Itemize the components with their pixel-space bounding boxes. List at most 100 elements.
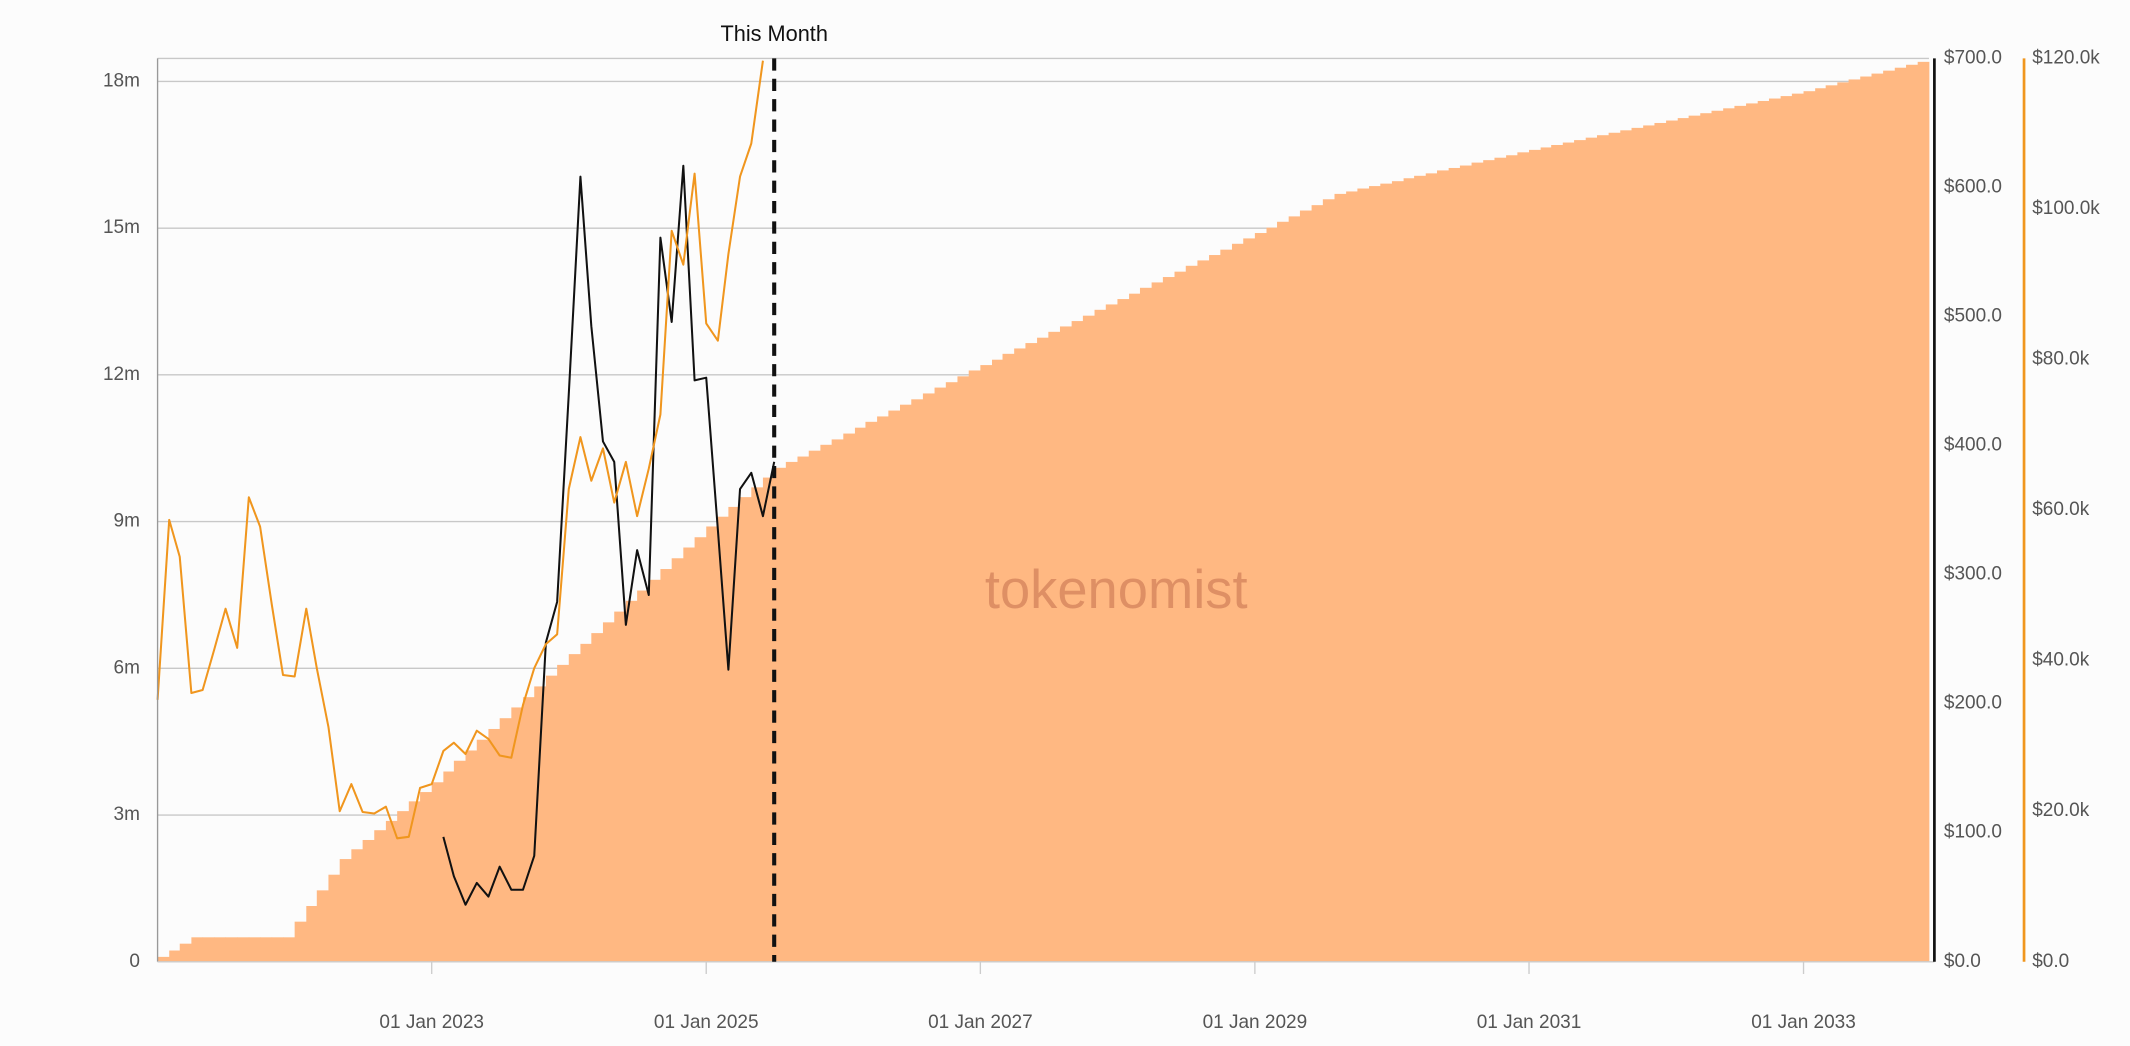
y2-tick-label: $500.0	[1944, 306, 2002, 327]
area-step	[740, 497, 752, 962]
area-step	[957, 376, 970, 962]
area-step	[1117, 299, 1130, 962]
area-step	[648, 579, 661, 962]
area-step	[1837, 82, 1849, 962]
area-step	[625, 600, 638, 962]
area-step	[1288, 216, 1301, 962]
area-step	[591, 633, 604, 962]
area-step	[1848, 79, 1861, 962]
x-tick-label: 01 Jan 2023	[379, 1012, 484, 1033]
area-step	[1666, 120, 1679, 962]
watermark-text: tokenomist	[985, 559, 1248, 620]
area-step	[476, 739, 489, 962]
area-step	[694, 537, 707, 962]
y-tick-label: 9m	[114, 511, 140, 532]
area-step	[671, 558, 684, 962]
area-step	[534, 686, 547, 962]
y-tick-label: 3m	[114, 804, 140, 825]
area-step	[568, 654, 581, 962]
area-step	[1917, 61, 1930, 962]
y2-tick-label: $700.0	[1944, 47, 2002, 68]
area-step	[522, 697, 535, 962]
area-step	[1596, 135, 1610, 962]
area-step	[580, 643, 592, 962]
area-step	[1369, 186, 1381, 962]
area-step	[1299, 210, 1312, 962]
y2-tick-label: $600.0	[1944, 176, 2002, 197]
area-step	[683, 547, 695, 962]
area-step	[1403, 178, 1415, 962]
area-step	[1014, 348, 1026, 962]
y2-tick-label: $300.0	[1944, 564, 2002, 585]
area-step	[1631, 127, 1644, 962]
y3-tick-label: $0.0	[2032, 951, 2069, 972]
area-step	[1768, 98, 1782, 962]
area-step	[1494, 157, 1507, 962]
area-step	[1506, 155, 1518, 962]
y3-tick-label: $120.0k	[2032, 47, 2100, 68]
area-step	[1700, 113, 1712, 962]
line-series	[442, 164, 776, 906]
area-step	[1734, 105, 1747, 962]
area-step	[283, 937, 296, 962]
area-step	[1357, 188, 1370, 962]
area-step	[328, 874, 341, 962]
area-step	[1746, 103, 1759, 962]
annotation-label: This Month	[720, 21, 827, 46]
y-tick-label: 18m	[103, 70, 140, 91]
area-step	[1059, 326, 1073, 962]
area-step	[968, 370, 981, 962]
area-step	[1209, 255, 1221, 962]
line-series	[156, 60, 764, 840]
area-step	[1151, 282, 1164, 962]
area-step	[911, 399, 924, 962]
y-tick-label: 6m	[114, 657, 140, 678]
y3-tick-label: $80.0k	[2032, 349, 2090, 370]
area-step	[865, 421, 878, 962]
area-step	[717, 516, 729, 962]
area-step	[877, 416, 889, 962]
y3-tick-label: $60.0k	[2032, 499, 2090, 520]
area-step	[1025, 343, 1038, 962]
area-step	[420, 792, 433, 962]
area-step	[1185, 265, 1198, 962]
area-step	[762, 477, 775, 962]
area-step	[157, 956, 170, 962]
area-step	[397, 811, 410, 962]
area-step	[1425, 173, 1438, 962]
area-step	[408, 801, 421, 962]
area-step	[1037, 337, 1049, 962]
area-step	[1334, 193, 1347, 962]
area-step	[294, 921, 307, 962]
area-step	[1711, 110, 1724, 962]
area-step	[1471, 162, 1484, 962]
area-step	[843, 433, 856, 962]
area-step	[1082, 315, 1095, 962]
area-step	[1803, 91, 1816, 962]
area-step	[362, 839, 375, 962]
area-step	[1883, 70, 1896, 962]
area-step	[1540, 147, 1552, 962]
area-step	[248, 937, 261, 962]
area-step	[1243, 238, 1256, 962]
area-step	[820, 444, 833, 962]
y3-tick-label: $100.0k	[2032, 198, 2100, 219]
area-step	[774, 467, 787, 962]
area-step	[1231, 243, 1244, 962]
area-step	[488, 728, 501, 962]
area-step	[706, 526, 719, 962]
area-step	[202, 937, 215, 962]
area-series	[157, 61, 1930, 962]
area-step	[660, 569, 673, 962]
area-step	[1723, 108, 1735, 962]
area-step	[1322, 199, 1335, 962]
area-step	[992, 359, 1003, 962]
y2-tick-label: $0.0	[1944, 951, 1981, 972]
area-step	[1437, 170, 1450, 962]
area-step	[1860, 76, 1872, 962]
area-step	[1174, 271, 1187, 962]
area-step	[637, 590, 650, 962]
area-step	[374, 830, 387, 962]
area-step	[1562, 142, 1575, 962]
